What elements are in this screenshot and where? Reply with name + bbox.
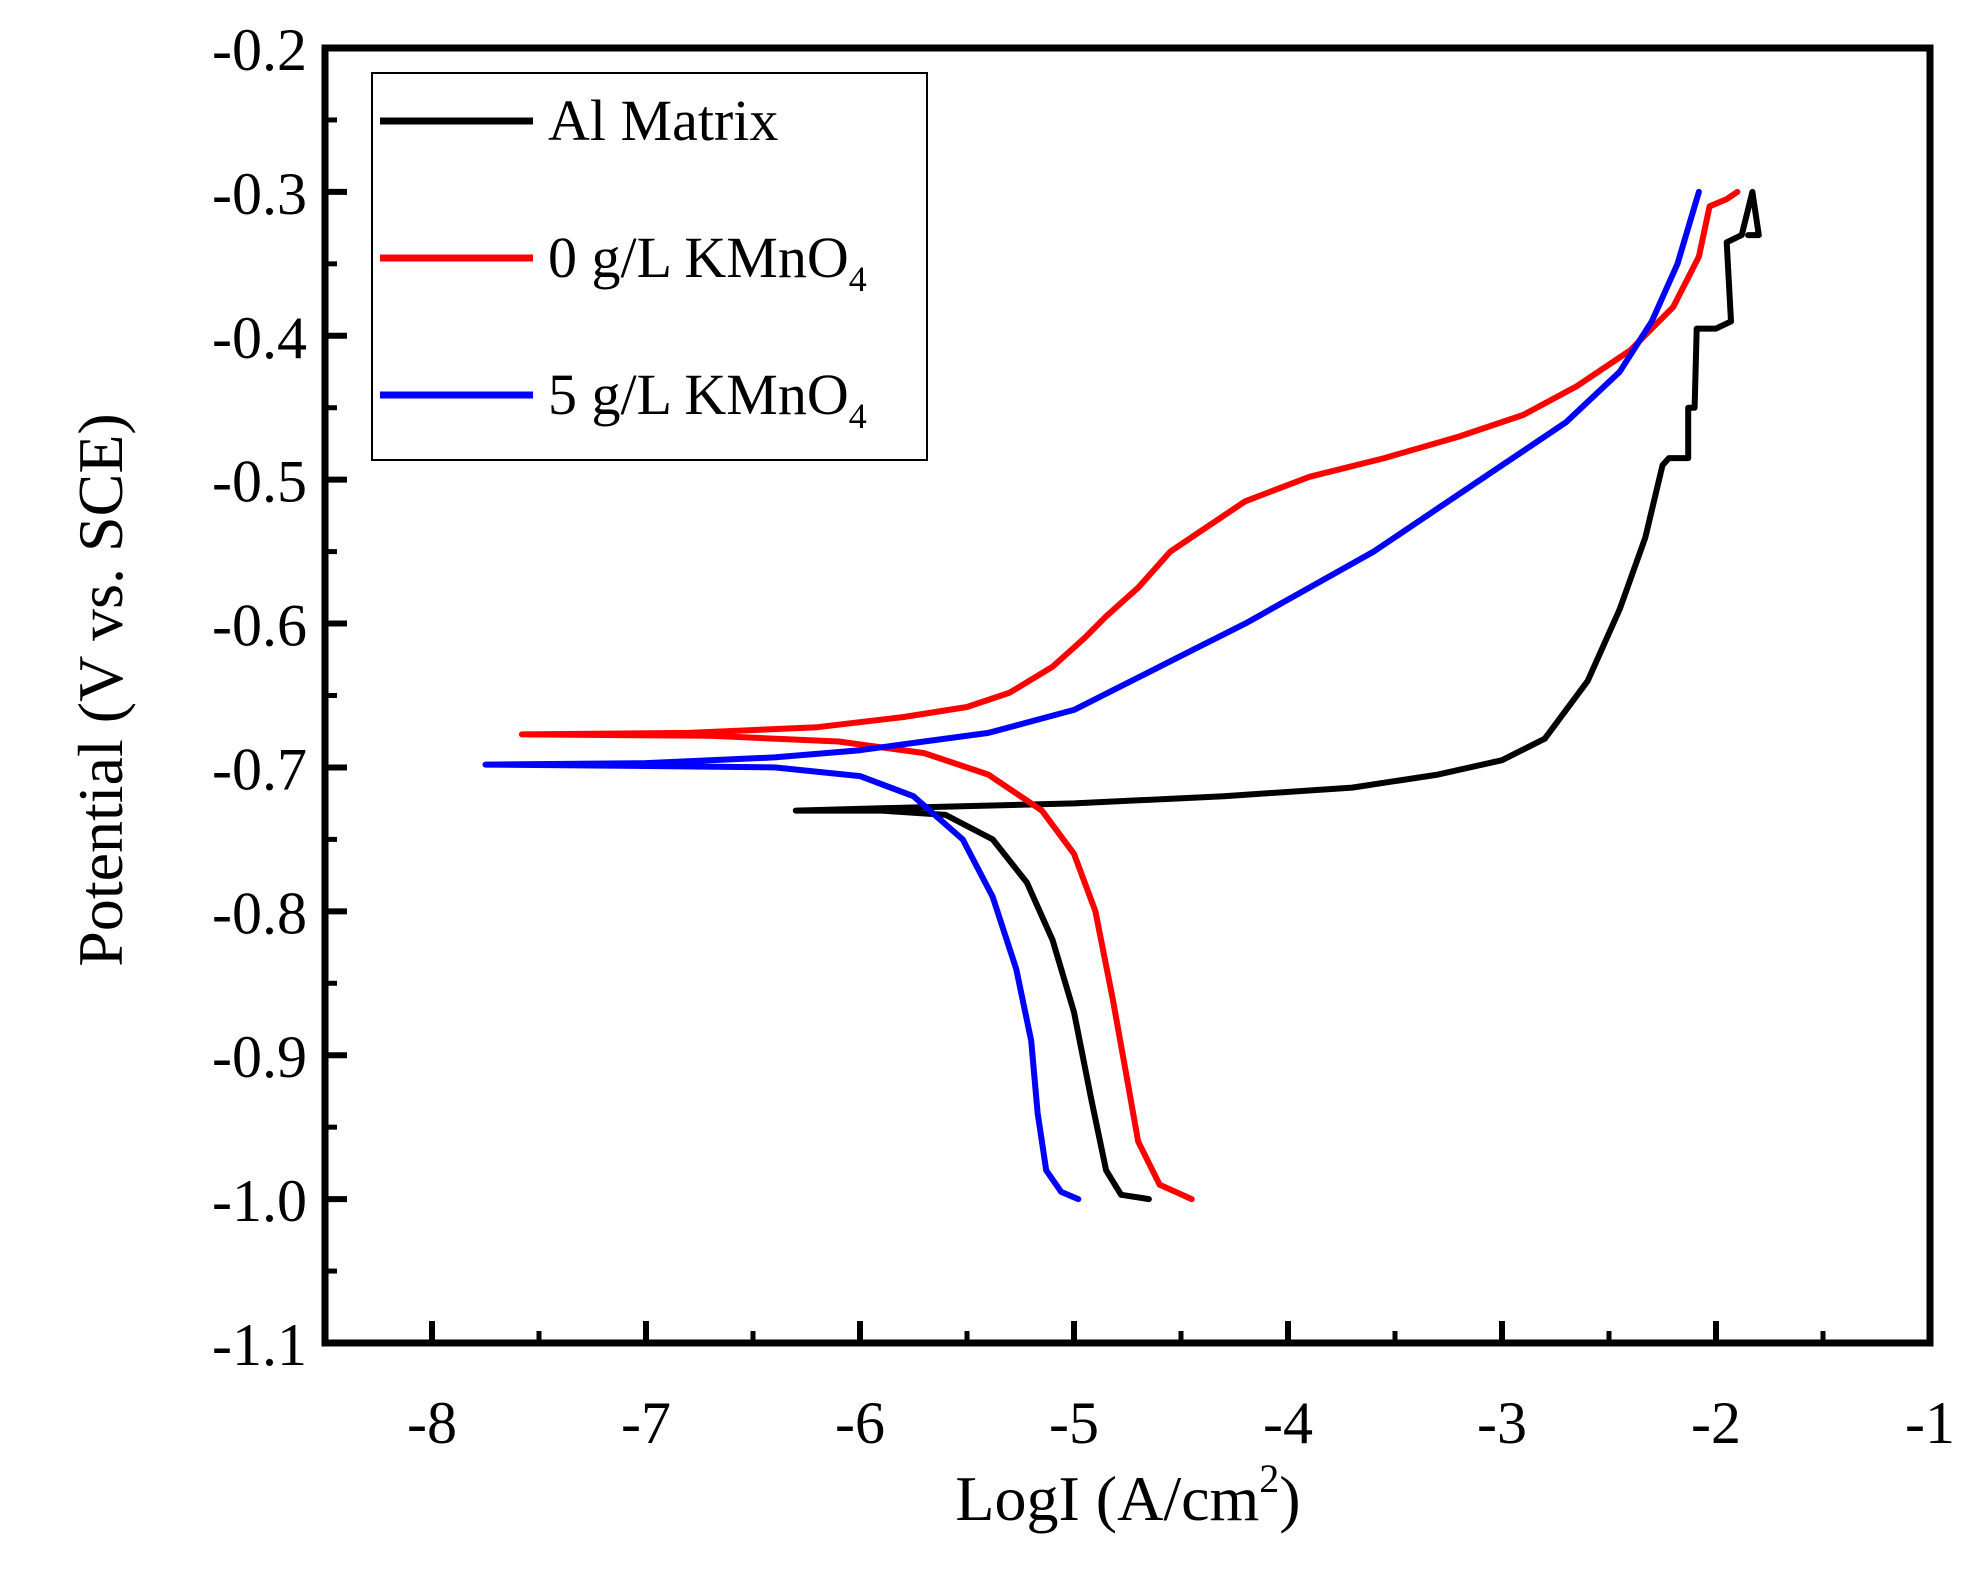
x-tick-label: -3 (1477, 1390, 1527, 1456)
y-axis-title: Potential (V vs. SCE) (65, 413, 136, 967)
x-tick-label: -4 (1263, 1390, 1313, 1456)
y-tick-label: -0.2 (212, 17, 307, 83)
y-tick-label: -0.5 (212, 449, 307, 515)
legend: Al Matrix 0 g/L KMnO4 5 g/L KMnO4 (371, 72, 928, 461)
y-tick-label: -0.7 (212, 736, 307, 802)
legend-label-5-gl-kmno4: 5 g/L KMnO4 (548, 362, 867, 436)
y-tick-label: -0.6 (212, 593, 307, 659)
series-layer (482, 188, 1762, 1203)
axis-ticks: -8 -7 -6 -5 -4 -3 -2 -1 -1.1 -1.0 -0.9 -0.8 -0.7 -0.6… (212, 17, 1955, 1456)
x-tick-label: -2 (1691, 1390, 1741, 1456)
x-tick-label: -7 (621, 1390, 671, 1456)
y-tick-label: -0.8 (212, 880, 307, 946)
legend-label-al-matrix: Al Matrix (548, 88, 778, 153)
y-tick-label: -0.4 (212, 305, 307, 371)
y-tick-label: -1.0 (212, 1168, 307, 1234)
x-tick-label: -1 (1905, 1390, 1955, 1456)
legend-label-0-gl-kmno4: 0 g/L KMnO4 (548, 225, 867, 299)
x-tick-label: -8 (407, 1390, 457, 1456)
x-tick-label: -6 (835, 1390, 885, 1456)
y-tick-label: -1.1 (212, 1312, 307, 1378)
y-tick-label: -0.3 (212, 161, 307, 227)
series-line-5-g-l-kmno4 (482, 188, 1702, 1203)
series-line-0-g-l-kmno4 (518, 188, 1741, 1203)
x-axis-title: LogI (A/cm2) (955, 1456, 1300, 1534)
y-tick-label: -0.9 (212, 1024, 307, 1090)
series-line-al-matrix (792, 188, 1762, 1203)
x-tick-label: -5 (1049, 1390, 1099, 1456)
